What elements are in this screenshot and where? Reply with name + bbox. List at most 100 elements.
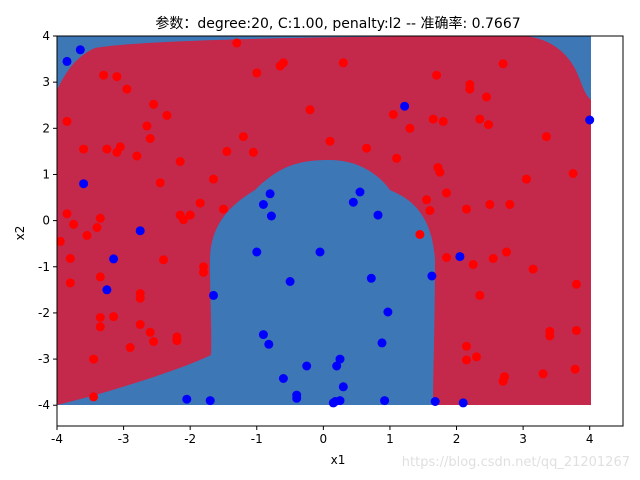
blue-data-point [75, 45, 85, 55]
red-data-point [102, 144, 112, 154]
red-data-point [89, 354, 99, 364]
red-data-point [82, 230, 92, 240]
red-data-point [172, 336, 182, 346]
red-data-point [149, 99, 159, 109]
blue-data-point [266, 211, 276, 221]
red-data-point [465, 80, 475, 89]
red-data-point [405, 123, 415, 133]
blue-data-point [332, 361, 342, 371]
red-data-point [142, 121, 152, 131]
blue-data-point [264, 339, 274, 349]
red-data-point [65, 278, 75, 288]
blue-data-point [278, 374, 288, 383]
red-data-point [422, 195, 432, 205]
blue-data-point [285, 277, 295, 286]
blue-data-point [585, 115, 595, 125]
red-data-point [115, 142, 125, 152]
red-data-point [95, 272, 105, 282]
red-data-point [199, 267, 208, 277]
red-data-point [568, 169, 578, 178]
red-data-point [462, 341, 471, 351]
blue-data-point [252, 247, 262, 257]
red-data-point [442, 188, 451, 198]
chart-title: 参数：degree:20, C:1.00, penalty:l2 -- 准确率:… [155, 15, 520, 32]
red-data-point [125, 343, 135, 352]
red-data-point [179, 215, 188, 225]
blue-data-point [427, 271, 437, 281]
blue-data-point [373, 210, 383, 220]
blue-data-point [338, 382, 348, 392]
red-data-point [219, 204, 228, 214]
red-data-point [438, 116, 448, 126]
red-data-point [65, 254, 75, 263]
red-data-point [428, 114, 438, 124]
red-data-point [325, 136, 335, 146]
blue-data-point [209, 290, 218, 300]
red-data-point [135, 320, 145, 329]
red-data-point [109, 312, 119, 322]
red-data-point [209, 174, 218, 184]
y-tick-label: -1 [38, 260, 50, 274]
y-axis-ticks: -4 -3 -2 -1 0 1 2 3 4 [38, 29, 57, 412]
red-data-point [122, 84, 132, 94]
red-data-point [484, 120, 493, 130]
red-data-point [571, 279, 581, 289]
blue-data-point [335, 396, 345, 406]
red-data-point [570, 364, 580, 374]
red-data-point [415, 230, 425, 239]
red-data-point [435, 167, 445, 177]
red-data-point [99, 70, 109, 80]
red-data-point [149, 337, 159, 346]
blue-data-point [315, 247, 325, 257]
red-data-point [538, 369, 548, 379]
red-data-point [472, 352, 481, 362]
blue-data-point [355, 187, 365, 197]
blue-data-point [458, 398, 468, 408]
red-data-point [425, 206, 435, 215]
red-data-point [338, 58, 348, 68]
red-data-point [89, 392, 99, 402]
blue-data-point [258, 330, 268, 340]
red-data-point [462, 355, 471, 365]
red-data-point [462, 204, 471, 214]
x-axis-ticks: -4 -3 -2 -1 0 1 2 3 4 [51, 426, 594, 446]
red-data-point [528, 264, 538, 274]
blue-data-point [62, 56, 72, 66]
x-tick-label: -2 [184, 432, 196, 446]
x-tick-label: -3 [118, 432, 130, 446]
blue-data-point [400, 101, 410, 111]
red-data-point [541, 132, 551, 142]
plot-frame [56, 35, 624, 427]
red-data-point [175, 157, 185, 166]
blue-data-point [109, 254, 119, 264]
blue-data-point [302, 361, 312, 371]
blue-data-point [380, 396, 390, 406]
red-data-point [238, 132, 248, 142]
x-tick-label: 4 [586, 432, 594, 446]
red-data-point [252, 68, 262, 78]
x-tick-label: 2 [453, 432, 461, 446]
red-data-point [248, 147, 258, 157]
red-data-point [232, 38, 242, 48]
red-data-point [195, 198, 205, 208]
red-data-point [69, 219, 79, 229]
blue-data-point [348, 197, 358, 207]
scatter-points [57, 38, 595, 408]
red-data-point [95, 213, 105, 223]
red-data-point [500, 372, 509, 382]
y-tick-label: -2 [38, 306, 50, 320]
red-data-point [95, 313, 105, 322]
x-tick-label: 3 [519, 432, 527, 446]
blue-data-point [135, 226, 145, 236]
x-axis-label: x1 [331, 453, 346, 467]
red-data-point [475, 290, 485, 300]
red-data-point [112, 72, 122, 82]
red-data-point [62, 116, 72, 126]
y-tick-label: -3 [38, 352, 50, 366]
x-tick-label: -1 [251, 432, 263, 446]
red-data-point [442, 253, 451, 262]
red-data-point [222, 146, 232, 156]
red-data-point [135, 293, 145, 303]
y-tick-label: 0 [42, 214, 50, 228]
